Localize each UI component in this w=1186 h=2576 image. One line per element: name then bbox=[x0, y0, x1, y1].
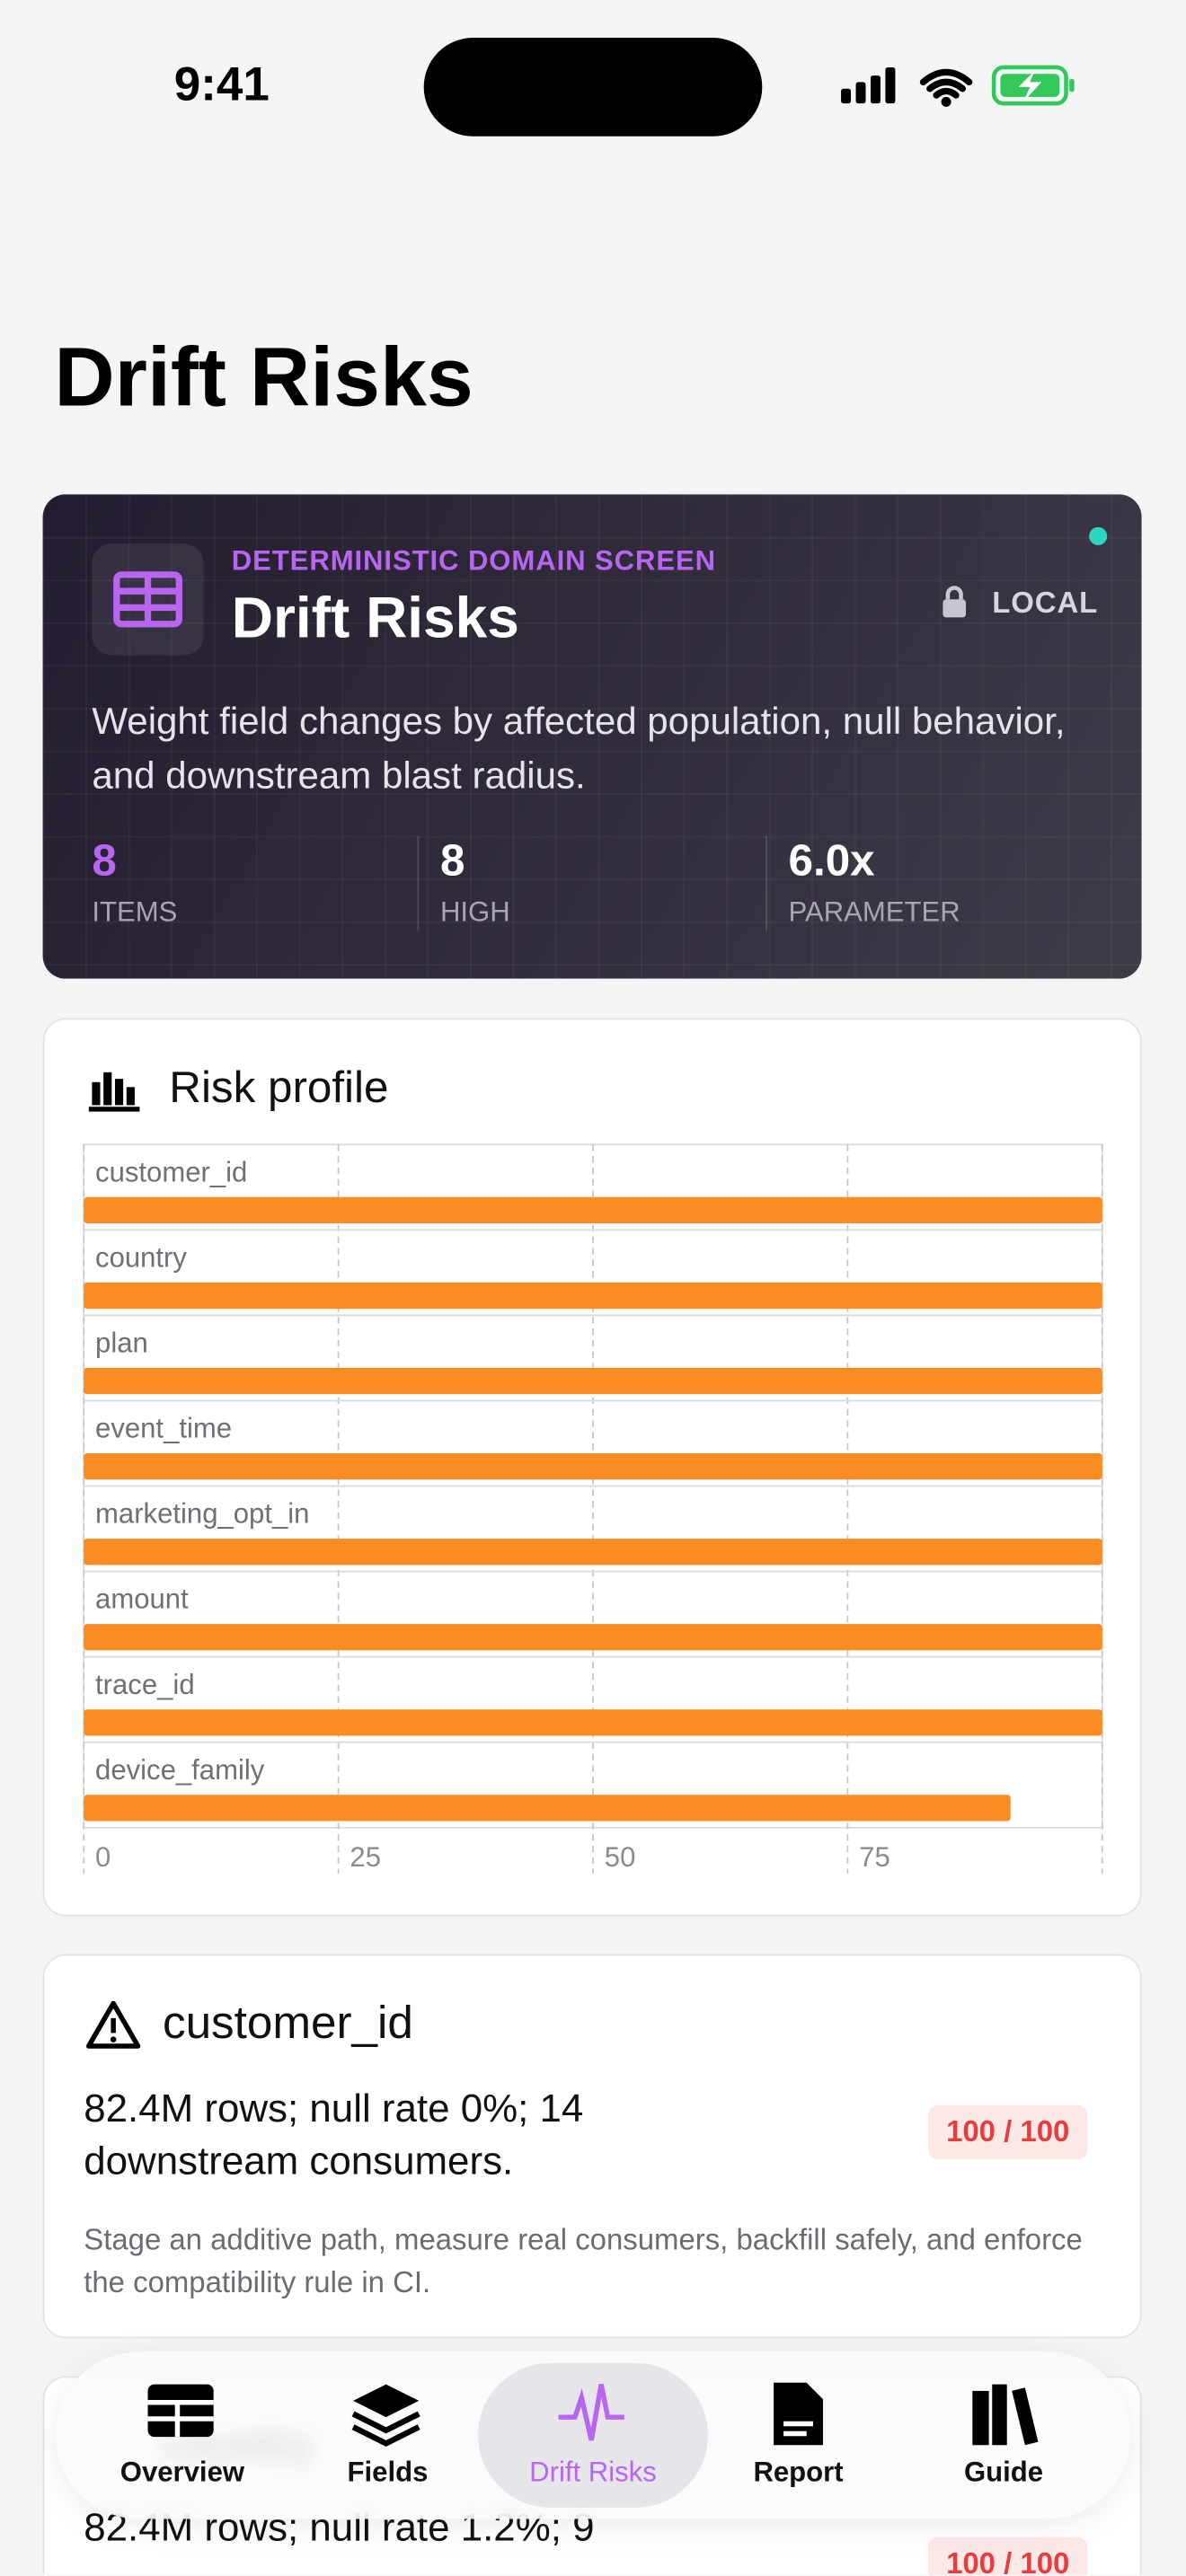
stat-value: 6.0x bbox=[788, 835, 875, 886]
tab-label[interactable]: Drift Risks bbox=[529, 2457, 657, 2488]
bar bbox=[84, 1453, 1102, 1480]
category-label: device_family bbox=[95, 1754, 265, 1786]
category-label: trace_id bbox=[95, 1669, 195, 1700]
dynamic-island bbox=[423, 38, 763, 137]
tab-label[interactable]: Overview bbox=[119, 2457, 245, 2488]
bar bbox=[84, 1539, 1102, 1566]
risk-advice: Stage an additive path, measure real con… bbox=[84, 2223, 1083, 2299]
tab-icon bbox=[774, 2382, 823, 2446]
bar bbox=[84, 1282, 1102, 1310]
stat-label: ITEMS bbox=[92, 896, 178, 928]
x-tick-label: 0 bbox=[95, 1841, 111, 1873]
status-dot bbox=[1089, 526, 1108, 545]
stat-divider bbox=[417, 835, 420, 931]
risk-score: 100 / 100 bbox=[927, 2536, 1088, 2575]
stat-divider bbox=[765, 835, 767, 931]
bar bbox=[84, 1795, 1011, 1822]
hero-description: Weight field changes by affected populat… bbox=[92, 699, 1066, 797]
risk-card: customer_id 82.4M rows; null rate 0%; 14… bbox=[42, 1954, 1142, 2339]
x-tick-label: 50 bbox=[605, 1841, 636, 1873]
tab-bar: Overview Fields Drift Risks Report Guide bbox=[56, 2351, 1130, 2519]
bar bbox=[84, 1709, 1102, 1736]
hero-badge: LOCAL bbox=[992, 586, 1099, 620]
chart-icon bbox=[88, 1072, 140, 1112]
lock-icon bbox=[943, 586, 967, 618]
category-label: customer_id bbox=[95, 1156, 247, 1187]
hero-card: DETERMINISTIC DOMAIN SCREEN Drift Risks … bbox=[42, 494, 1142, 979]
tab-icon bbox=[558, 2384, 624, 2441]
risk-summary: 82.4M rows; null rate 0%; 14 downstream … bbox=[84, 2086, 584, 2184]
stat-value: 8 bbox=[439, 835, 465, 886]
risk-score: 100 / 100 bbox=[927, 2104, 1088, 2160]
tab-label[interactable]: Report bbox=[753, 2457, 844, 2488]
status-time: 9:41 bbox=[173, 58, 270, 112]
hero-title: Drift Risks bbox=[231, 586, 519, 650]
hero-icon bbox=[92, 543, 204, 656]
bar bbox=[84, 1367, 1102, 1395]
category-label: country bbox=[95, 1241, 187, 1273]
bar bbox=[84, 1196, 1102, 1224]
category-label: marketing_opt_in bbox=[95, 1498, 309, 1530]
x-tick-label: 25 bbox=[350, 1841, 381, 1873]
category-label: plan bbox=[95, 1328, 148, 1359]
bar bbox=[84, 1624, 1102, 1651]
tab-label[interactable]: Fields bbox=[347, 2457, 429, 2488]
category-label: event_time bbox=[95, 1413, 232, 1444]
page-title: Drift Risks bbox=[54, 330, 474, 424]
tab-icon bbox=[351, 2384, 420, 2448]
tab-icon bbox=[972, 2384, 1039, 2446]
risk-title: customer_id bbox=[162, 1997, 413, 2048]
tab-label[interactable]: Guide bbox=[964, 2457, 1044, 2488]
status-icons bbox=[841, 65, 1075, 107]
x-tick-label: 75 bbox=[859, 1841, 890, 1873]
stat-label: HIGH bbox=[439, 896, 510, 928]
warning-icon bbox=[85, 2000, 141, 2049]
category-label: amount bbox=[95, 1584, 189, 1615]
hero-eyebrow: DETERMINISTIC DOMAIN SCREEN bbox=[231, 544, 717, 577]
stat-label: PARAMETER bbox=[788, 896, 960, 928]
tab-icon bbox=[147, 2384, 214, 2438]
stat-value: 8 bbox=[92, 835, 117, 886]
chart-title: Risk profile bbox=[169, 1062, 389, 1112]
